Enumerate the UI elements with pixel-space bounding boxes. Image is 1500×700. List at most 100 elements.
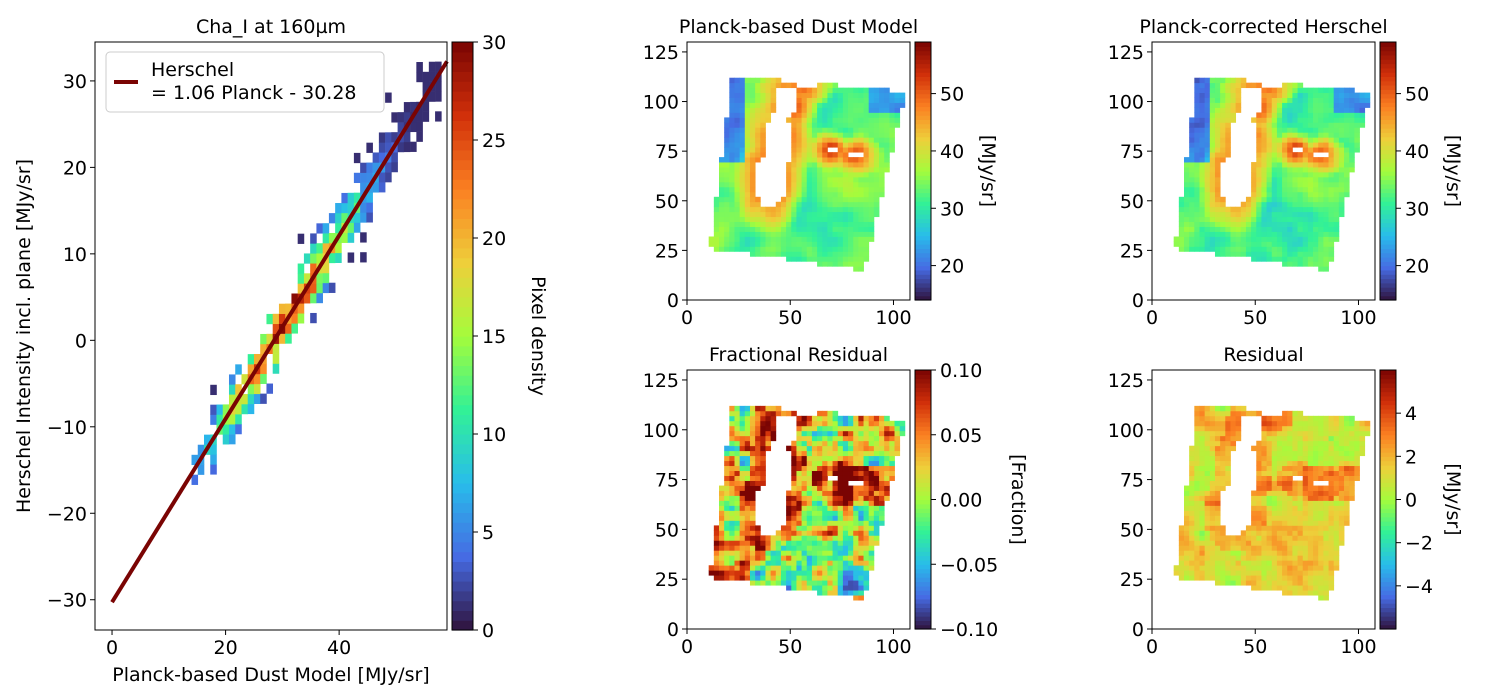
residual-map-cell — [1251, 555, 1257, 561]
corrected-map-cell — [1271, 112, 1278, 118]
dust-map-cell — [734, 157, 741, 163]
residual-map-cell — [1194, 485, 1200, 491]
residual-map-cell — [1261, 510, 1267, 516]
residual-map-cell — [1328, 465, 1335, 472]
fracres-colorbar-band — [915, 542, 931, 548]
dust-map-cell — [806, 231, 813, 237]
fracres-map-cell — [780, 580, 787, 586]
dust-colorbar-band — [915, 179, 931, 185]
fracres-map-cell — [822, 480, 828, 486]
residual-map-cell — [1266, 465, 1273, 472]
fracres-map-cell — [806, 565, 813, 571]
fracres-map-cell — [724, 575, 730, 581]
fracres-map-cell — [729, 450, 735, 457]
residual-map-cell — [1256, 485, 1262, 491]
dust-map-cell — [817, 122, 823, 128]
corrected-map-cell — [1204, 231, 1211, 237]
fracres-map-cell — [822, 450, 828, 457]
residual-map-cell — [1302, 460, 1309, 467]
fracres-colorbar-band — [915, 400, 931, 406]
fracres-colorbar-band — [915, 585, 931, 591]
dust-map-cell — [770, 241, 777, 247]
corrected-map-cell — [1261, 256, 1267, 262]
dust-map-cell — [796, 171, 802, 178]
residual-map-cell — [1245, 540, 1252, 546]
corrected-map-cell — [1302, 221, 1309, 227]
corrected-map-cell — [1313, 167, 1319, 173]
corrected-map-cell — [1194, 122, 1200, 128]
fracres-map-cell — [786, 515, 792, 521]
corrected-map-cell — [1297, 186, 1304, 193]
dust-map-cell — [879, 137, 885, 143]
residual-map-cell — [1328, 515, 1335, 521]
corrected-map-cell — [1184, 201, 1190, 208]
residual-map-cell — [1261, 475, 1267, 481]
corrected-map-cell — [1323, 181, 1329, 188]
dust-map-cell — [868, 147, 875, 153]
fracres-map-cell — [755, 540, 761, 546]
corrected-map-cell — [1251, 206, 1257, 213]
dust-map-cell — [765, 231, 772, 237]
dust-map-cell — [811, 201, 818, 208]
fracres-map-cell — [806, 495, 813, 501]
fracres-colorbar-band — [915, 495, 931, 501]
fracres-map-cell — [817, 515, 823, 521]
corrected-map-cell — [1194, 87, 1200, 94]
residual-map-cell — [1230, 560, 1237, 566]
corrected-map-cell — [1276, 117, 1283, 123]
residual-colorbar-band — [1380, 555, 1396, 561]
corrected-map-cell — [1271, 171, 1278, 178]
residual-map-cell — [1282, 585, 1288, 591]
density-cell — [422, 101, 430, 112]
residual-map-cell — [1266, 420, 1273, 427]
fracres-map-cell — [729, 420, 735, 427]
residual-map-cell — [1282, 530, 1288, 536]
corrected-map-cell — [1287, 127, 1293, 133]
dust-map-cell — [811, 196, 818, 203]
residual-map-cell — [1256, 575, 1262, 581]
residual-map-cell — [1302, 430, 1309, 437]
fracres-map-cell — [842, 445, 849, 452]
dust-map-cell — [719, 186, 725, 193]
density-cell — [260, 333, 267, 345]
residual-map-cell — [1287, 545, 1293, 551]
corrected-map-cell — [1271, 92, 1278, 98]
fracres-map-cell — [853, 515, 859, 521]
residual-map-cell — [1313, 465, 1319, 472]
dust-map-cell — [734, 162, 741, 168]
corrected-map-cell — [1328, 142, 1335, 148]
residual-map-cell — [1204, 465, 1211, 472]
residual-map-cell — [1276, 420, 1283, 427]
fracres-ytick-label: 50 — [655, 519, 679, 541]
dust-map-cell — [863, 201, 870, 208]
fracres-map-cell — [796, 585, 802, 591]
corrected-map-cell — [1271, 117, 1278, 123]
corrected-map-cell — [1189, 117, 1195, 123]
corrected-map-cell — [1297, 236, 1304, 242]
residual-map-cell — [1204, 410, 1211, 417]
dust-map-cell — [744, 211, 751, 218]
dust-map-cell — [832, 137, 839, 143]
dust-map-cell — [889, 97, 895, 103]
residual-map-cell — [1354, 440, 1360, 447]
residual-map-cell — [1297, 580, 1304, 586]
residual-map-cell — [1256, 570, 1262, 576]
fracres-map-cell — [734, 435, 741, 442]
corrected-map-cell — [1271, 142, 1278, 148]
dust-map-cell — [863, 251, 870, 257]
dust-map-cell — [848, 157, 854, 163]
corrected-map-cell — [1323, 112, 1329, 118]
corrected-map-cell — [1173, 236, 1180, 242]
dust-colorbar-band — [915, 171, 931, 176]
fracres-colorbar-band — [915, 577, 931, 583]
dust-map-cell — [811, 246, 818, 252]
corrected-map-cell — [1251, 246, 1257, 252]
fracres-map-cell — [739, 525, 746, 531]
fracres-map-cell — [811, 560, 818, 566]
corrected-map-cell — [1194, 176, 1200, 183]
corrected-map-cell — [1230, 216, 1237, 223]
residual-map-cell — [1328, 475, 1335, 481]
dust-map-cell — [749, 142, 756, 148]
fracres-map-cell — [894, 440, 901, 447]
dust-map-cell — [884, 127, 890, 133]
